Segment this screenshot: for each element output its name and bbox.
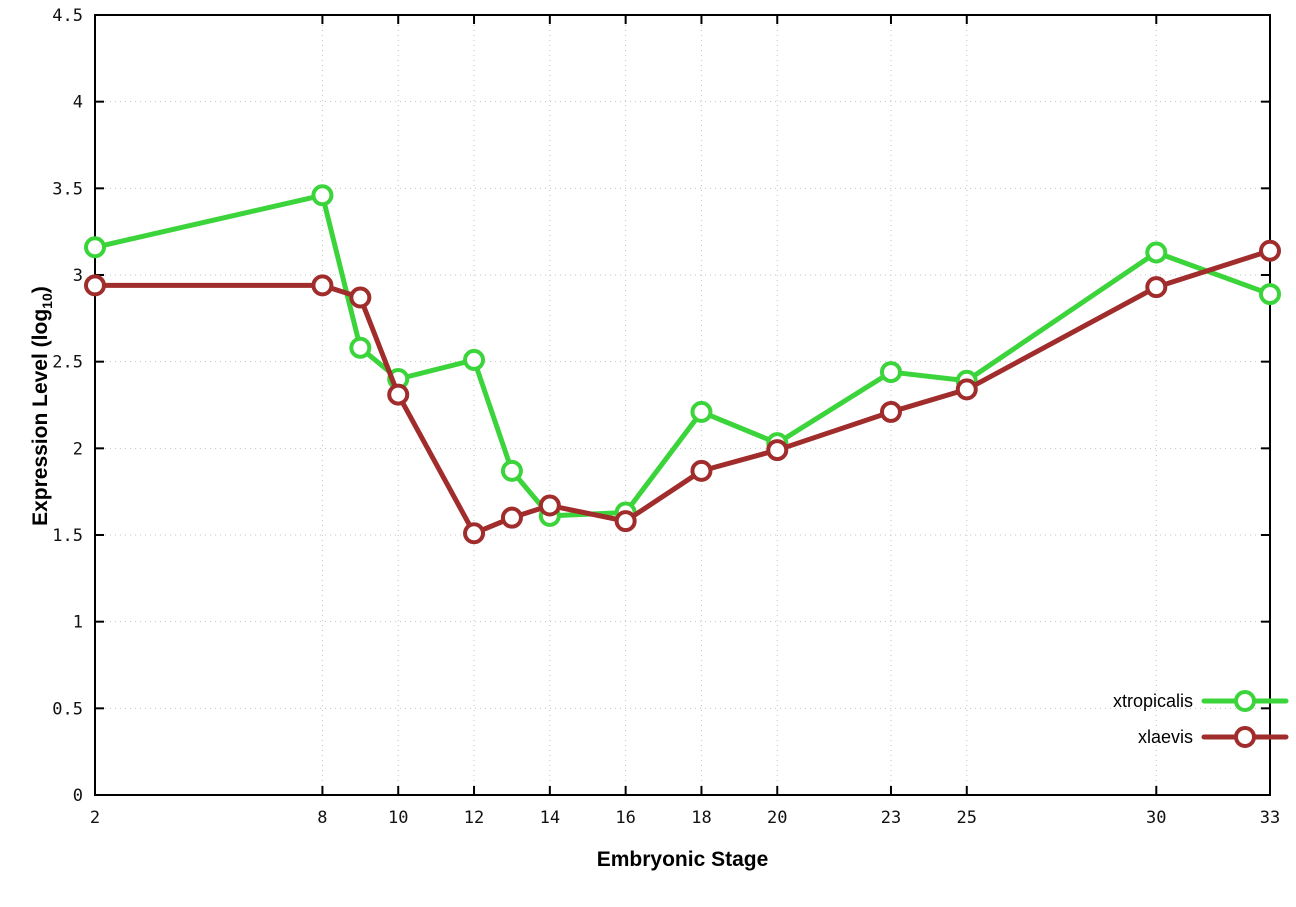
y-tick-label: 1.5 <box>52 526 83 546</box>
series-marker-xlaevis <box>463 522 486 545</box>
x-tick-label: 12 <box>464 808 484 828</box>
x-tick-label: 10 <box>388 808 408 828</box>
y-tick-label: 2 <box>73 439 83 459</box>
series-line-xlaevis <box>92 248 1273 536</box>
series-marker-xlaevis <box>349 286 372 309</box>
x-tick-label: 25 <box>957 808 977 828</box>
x-tick-label: 16 <box>615 808 635 828</box>
y-axis-label-text: Expression Level (log <box>28 308 52 526</box>
series-marker-xlaevis <box>311 274 334 297</box>
series-marker-xlaevis <box>766 439 789 462</box>
series-marker-xlaevis <box>387 383 410 406</box>
x-tick-label: 33 <box>1260 808 1280 828</box>
x-tick-label: 8 <box>317 808 327 828</box>
y-tick-label: 3.5 <box>52 179 83 199</box>
series-marker-xtropicalis <box>311 184 334 207</box>
series-marker-xtropicalis <box>690 400 713 423</box>
series-marker-xtropicalis <box>879 361 902 384</box>
x-tick-label: 18 <box>691 808 711 828</box>
series-marker-xtropicalis <box>349 336 372 359</box>
series-marker-xtropicalis <box>463 348 486 371</box>
series-marker-xtropicalis <box>500 459 523 482</box>
y-tick-label: 0 <box>73 786 83 806</box>
x-tick-label: 23 <box>881 808 901 828</box>
y-axis-label-close: ) <box>28 286 52 294</box>
series-marker-xlaevis <box>1145 276 1168 299</box>
series-marker-xlaevis <box>614 510 637 533</box>
series-marker-xtropicalis <box>84 236 106 259</box>
x-tick-label: 30 <box>1146 808 1166 828</box>
series-marker-xlaevis <box>879 400 902 423</box>
series-marker-xlaevis <box>538 494 561 517</box>
series-marker-xtropicalis <box>1145 241 1168 264</box>
series-marker-xlaevis <box>955 378 978 401</box>
series-marker-xlaevis <box>690 459 713 482</box>
series-marker-xlaevis <box>1259 239 1281 262</box>
y-tick-label: 1 <box>73 613 83 633</box>
legend-label-xlaevis: xlaevis <box>1138 727 1193 747</box>
legend-marker-sample-xtropicalis <box>1234 690 1256 712</box>
series-marker-xtropicalis <box>1259 283 1281 306</box>
x-axis-label: Embryonic Stage <box>596 848 769 871</box>
series-line-xtropicalis <box>92 192 1273 519</box>
y-tick-label: 3 <box>73 266 83 286</box>
y-tick-label: 4.5 <box>52 6 83 26</box>
y-axis-label-subscript: 10 <box>39 293 56 309</box>
series-marker-xlaevis <box>500 506 523 529</box>
series-marker-xlaevis <box>84 274 106 297</box>
y-tick-label: 2.5 <box>52 353 83 373</box>
plot-border <box>94 14 1271 796</box>
legend-item-xtropicalis: xtropicalis <box>1113 690 1289 712</box>
x-tick-label: 2 <box>90 808 100 828</box>
y-tick-label: 4 <box>73 93 83 113</box>
legend-label-xtropicalis: xtropicalis <box>1113 691 1193 711</box>
legend-item-xlaevis: xlaevis <box>1138 726 1289 748</box>
legend-marker-sample-xlaevis <box>1234 726 1256 748</box>
y-axis-label: Expression Level (log10) <box>29 196 55 616</box>
legend: xtropicalis xlaevis <box>1113 690 1289 748</box>
y-tick-label: 0.5 <box>52 699 83 719</box>
x-tick-label: 20 <box>767 808 787 828</box>
x-tick-label: 14 <box>540 808 560 828</box>
